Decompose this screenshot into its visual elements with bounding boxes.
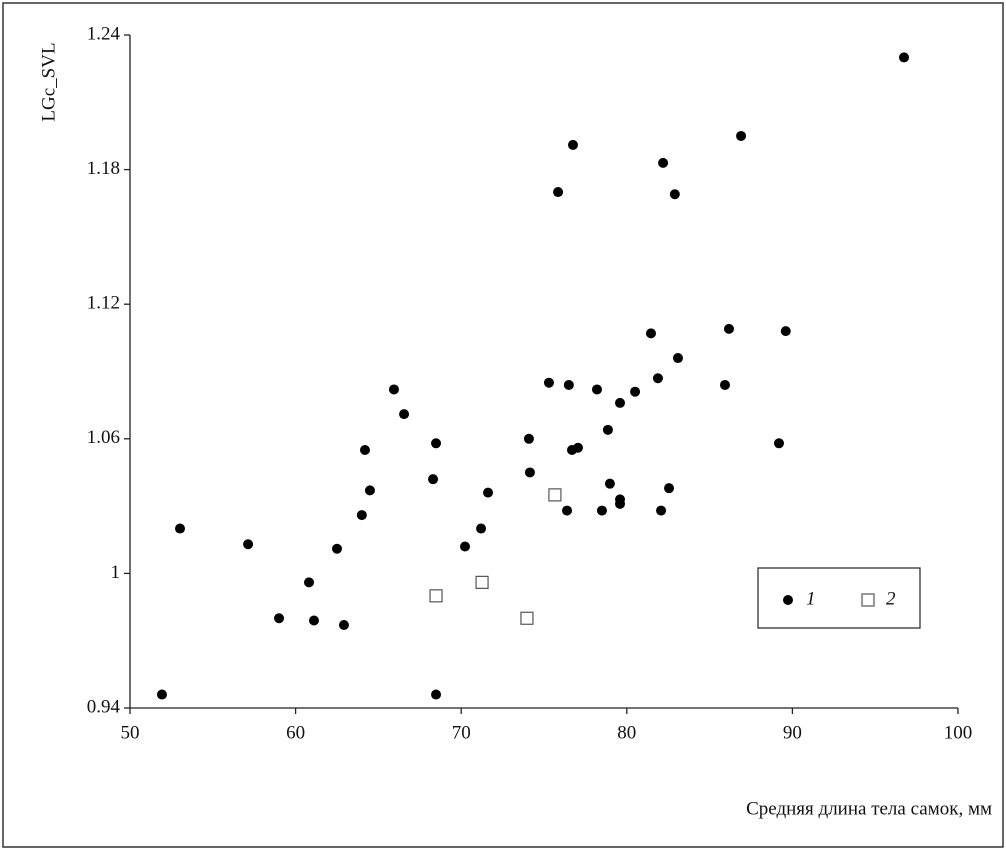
- marker: [652, 373, 663, 384]
- marker: [308, 615, 319, 626]
- marker: [664, 483, 675, 494]
- y-tick-label: 1: [111, 562, 121, 583]
- marker: [304, 577, 315, 588]
- marker: [523, 433, 534, 444]
- x-tick-label: 100: [944, 722, 973, 743]
- x-tick-label: 70: [452, 722, 471, 743]
- marker: [672, 353, 683, 364]
- marker: [475, 575, 489, 589]
- marker: [332, 543, 342, 554]
- marker: [615, 498, 626, 509]
- marker: [364, 485, 375, 496]
- marker: [338, 619, 349, 630]
- marker: [669, 189, 680, 200]
- marker: [563, 379, 574, 390]
- legend-box: [757, 567, 921, 629]
- marker: [476, 523, 487, 534]
- marker: [596, 505, 607, 516]
- marker: [543, 377, 554, 388]
- marker: [428, 474, 439, 485]
- marker: [567, 139, 578, 150]
- marker: [553, 187, 564, 198]
- marker: [156, 689, 167, 700]
- marker: [562, 505, 573, 516]
- marker: [720, 379, 731, 390]
- legend-label: 2: [886, 588, 896, 609]
- marker: [780, 326, 791, 337]
- marker: [274, 613, 285, 624]
- marker: [658, 157, 669, 168]
- marker: [359, 445, 370, 456]
- legend-marker: [783, 595, 793, 605]
- marker: [630, 386, 641, 397]
- marker: [460, 541, 471, 552]
- marker: [899, 52, 910, 63]
- marker: [572, 442, 583, 453]
- x-axis-label: Средняя длина тела самок, мм: [746, 798, 992, 819]
- x-tick-label: 80: [617, 722, 636, 743]
- marker: [773, 438, 784, 449]
- marker: [591, 384, 602, 395]
- x-tick-label: 90: [783, 722, 802, 743]
- marker: [524, 467, 535, 478]
- marker: [604, 478, 615, 489]
- marker: [399, 409, 410, 420]
- marker: [548, 488, 562, 502]
- marker: [431, 438, 442, 449]
- x-tick-label: 50: [121, 722, 140, 743]
- y-tick-label: 1.18: [87, 158, 120, 179]
- marker: [243, 539, 254, 550]
- legend-marker: [861, 593, 875, 607]
- legend-label: 1: [806, 588, 816, 609]
- marker: [175, 523, 186, 534]
- marker: [602, 424, 613, 435]
- marker: [520, 611, 534, 625]
- y-tick-label: 0.94: [87, 696, 121, 717]
- marker: [431, 689, 442, 700]
- marker: [615, 397, 626, 408]
- marker: [656, 505, 667, 516]
- x-tick-label: 60: [286, 722, 305, 743]
- marker: [723, 323, 734, 334]
- y-tick-label: 1.12: [87, 293, 120, 314]
- y-axis-label: LGc_SVL: [38, 42, 59, 121]
- marker: [645, 328, 656, 339]
- marker: [736, 130, 747, 141]
- marker: [356, 510, 367, 521]
- marker: [483, 487, 494, 498]
- marker: [429, 589, 443, 603]
- y-tick-label: 1.06: [87, 427, 120, 448]
- marker: [388, 384, 399, 395]
- y-tick-label: 1.24: [87, 23, 121, 44]
